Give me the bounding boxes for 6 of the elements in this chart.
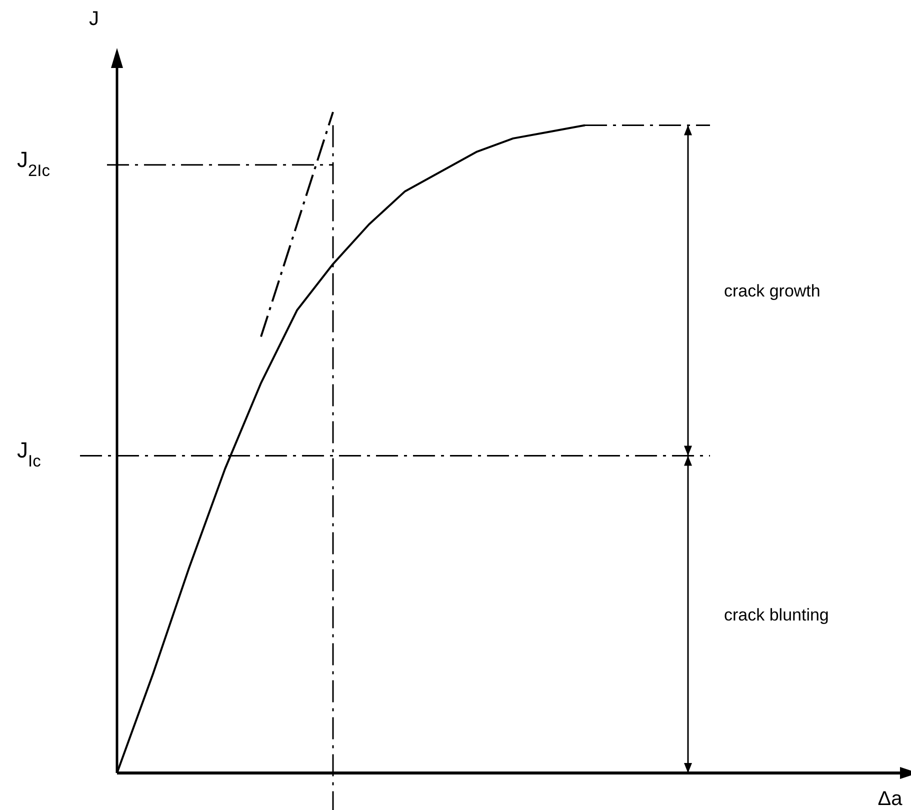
annotation: crack blunting [724,605,829,624]
x-axis-title: Δa [878,788,904,810]
ref-line-label: J$_{2Ic}$ [17,146,50,180]
annotation: crack growth [724,281,820,300]
ref-line-label: J$_{Ic}$ [17,438,41,471]
y-axis-title: J [89,8,99,30]
